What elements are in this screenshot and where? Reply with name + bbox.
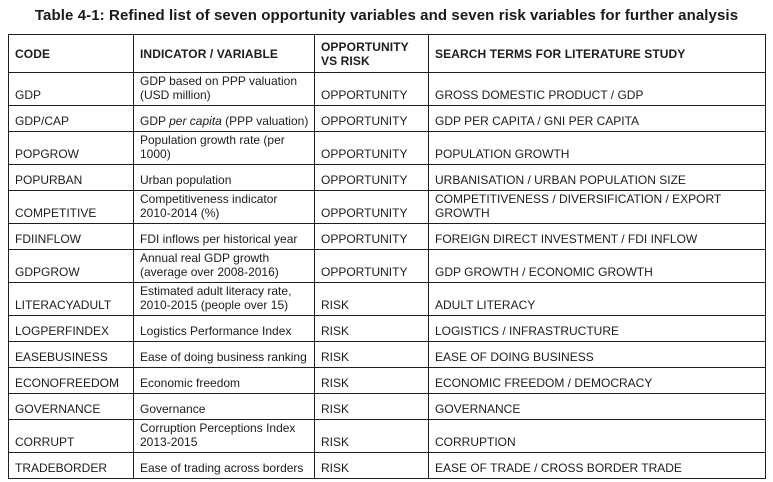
type-cell: OPPORTUNITY xyxy=(314,131,429,165)
table-row: TRADEBORDER Ease of trading across borde… xyxy=(8,452,766,479)
search-terms-cell: ADULT LITERACY xyxy=(428,282,766,316)
indicator-cell: GDP per capita (PPP valuation) xyxy=(133,105,315,132)
indicator-cell: Annual real GDP growth (average over 200… xyxy=(133,249,315,283)
table-row: ECONOFREEDOM Economic freedom RISK ECONO… xyxy=(8,367,766,394)
code-cell: ECONOFREEDOM xyxy=(8,367,134,394)
type-cell: RISK xyxy=(314,282,429,316)
indicator-cell: Economic freedom xyxy=(133,367,315,394)
header-opportunity-vs-risk: OPPORTUNITY VS RISK xyxy=(314,34,429,73)
indicator-italic-text: per capita xyxy=(169,113,222,128)
code-cell: CORRUPT xyxy=(8,419,134,453)
code-cell: GOVERNANCE xyxy=(8,393,134,420)
table-row: GOVERNANCE Governance RISK GOVERNANCE xyxy=(8,393,766,420)
indicator-cell: Corruption Perceptions Index 2013-2015 xyxy=(133,419,315,453)
indicator-cell: Urban population xyxy=(133,164,315,191)
type-cell: OPPORTUNITY xyxy=(314,223,429,250)
type-cell: RISK xyxy=(314,393,429,420)
indicator-text: (PPP valuation) xyxy=(221,113,309,128)
code-cell: POPGROW xyxy=(8,131,134,165)
search-terms-cell: URBANISATION / URBAN POPULATION SIZE xyxy=(428,164,766,191)
indicator-cell: Competitiveness indicator 2010-2014 (%) xyxy=(133,190,315,224)
indicator-cell: Ease of trading across borders xyxy=(133,452,315,479)
search-terms-cell: POPULATION GROWTH xyxy=(428,131,766,165)
search-terms-cell: GDP PER CAPITA / GNI PER CAPITA xyxy=(428,105,766,132)
code-cell: TRADEBORDER xyxy=(8,452,134,479)
search-terms-cell: EASE OF DOING BUSINESS xyxy=(428,341,766,368)
search-terms-cell: COMPETITIVENESS / DIVERSIFICATION / EXPO… xyxy=(428,190,766,224)
code-cell: FDIINFLOW xyxy=(8,223,134,250)
code-cell: LOGPERFINDEX xyxy=(8,315,134,342)
indicator-cell: Ease of doing business ranking xyxy=(133,341,315,368)
indicator-cell: Estimated adult literacy rate, 2010-2015… xyxy=(133,282,315,316)
table-row: LITERACYADULT Estimated adult literacy r… xyxy=(8,282,766,316)
type-cell: RISK xyxy=(314,367,429,394)
indicator-cell: Governance xyxy=(133,393,315,420)
table-row: GDP/CAP GDP per capita (PPP valuation) O… xyxy=(8,105,766,132)
table-row: POPGROW Population growth rate (per 1000… xyxy=(8,131,766,165)
type-cell: OPPORTUNITY xyxy=(314,164,429,191)
type-cell: OPPORTUNITY xyxy=(314,72,429,106)
table-header-row: CODE INDICATOR / VARIABLE OPPORTUNITY VS… xyxy=(8,34,766,73)
code-cell: LITERACYADULT xyxy=(8,282,134,316)
code-cell: GDP/CAP xyxy=(8,105,134,132)
code-cell: POPURBAN xyxy=(8,164,134,191)
code-cell: COMPETITIVE xyxy=(8,190,134,224)
type-cell: RISK xyxy=(314,341,429,368)
code-cell: GDP xyxy=(8,72,134,106)
table-row: FDIINFLOW FDI inflows per historical yea… xyxy=(8,223,766,250)
header-indicator: INDICATOR / VARIABLE xyxy=(133,34,315,73)
table-row: COMPETITIVE Competitiveness indicator 20… xyxy=(8,190,766,224)
search-terms-cell: FOREIGN DIRECT INVESTMENT / FDI INFLOW xyxy=(428,223,766,250)
variables-table: CODE INDICATOR / VARIABLE OPPORTUNITY VS… xyxy=(8,34,766,479)
code-cell: EASEBUSINESS xyxy=(8,341,134,368)
header-code: CODE xyxy=(8,34,134,73)
search-terms-cell: GOVERNANCE xyxy=(428,393,766,420)
header-search-terms: SEARCH TERMS FOR LITERATURE STUDY xyxy=(428,34,766,73)
table-row: POPURBAN Urban population OPPORTUNITY UR… xyxy=(8,164,766,191)
type-cell: OPPORTUNITY xyxy=(314,190,429,224)
table-row: GDP GDP based on PPP valuation (USD mill… xyxy=(8,72,766,106)
search-terms-cell: GROSS DOMESTIC PRODUCT / GDP xyxy=(428,72,766,106)
table-row: LOGPERFINDEX Logistics Performance Index… xyxy=(8,315,766,342)
table-caption: Table 4-1: Refined list of seven opportu… xyxy=(34,7,739,24)
type-cell: OPPORTUNITY xyxy=(314,105,429,132)
type-cell: RISK xyxy=(314,419,429,453)
indicator-cell: GDP based on PPP valuation (USD million) xyxy=(133,72,315,106)
indicator-cell: Population growth rate (per 1000) xyxy=(133,131,315,165)
search-terms-cell: ECONOMIC FREEDOM / DEMOCRACY xyxy=(428,367,766,394)
search-terms-cell: EASE OF TRADE / CROSS BORDER TRADE xyxy=(428,452,766,479)
type-cell: RISK xyxy=(314,452,429,479)
table-row: GDPGROW Annual real GDP growth (average … xyxy=(8,249,766,283)
search-terms-cell: GDP GROWTH / ECONOMIC GROWTH xyxy=(428,249,766,283)
table-row: CORRUPT Corruption Perceptions Index 201… xyxy=(8,419,766,453)
search-terms-cell: CORRUPTION xyxy=(428,419,766,453)
indicator-cell: Logistics Performance Index xyxy=(133,315,315,342)
type-cell: RISK xyxy=(314,315,429,342)
indicator-text: GDP xyxy=(140,113,170,128)
type-cell: OPPORTUNITY xyxy=(314,249,429,283)
code-cell: GDPGROW xyxy=(8,249,134,283)
table-row: EASEBUSINESS Ease of doing business rank… xyxy=(8,341,766,368)
indicator-cell: FDI inflows per historical year xyxy=(133,223,315,250)
search-terms-cell: LOGISTICS / INFRASTRUCTURE xyxy=(428,315,766,342)
